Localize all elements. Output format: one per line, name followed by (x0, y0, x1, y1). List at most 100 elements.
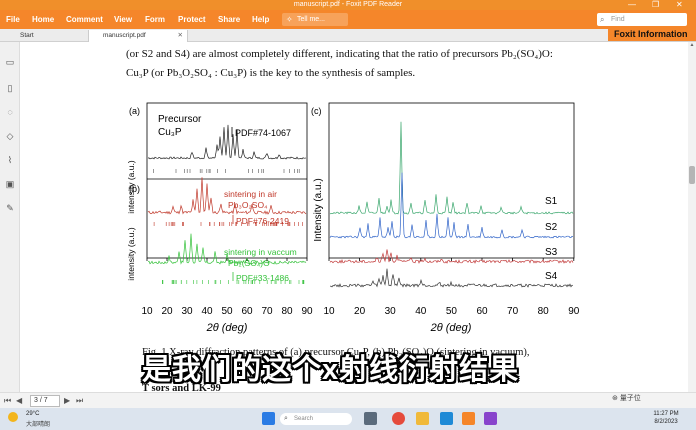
ylabel-panel-b: intensity (a.u.) (126, 227, 136, 281)
panel-c-label: (c) (311, 106, 322, 116)
edge-icon[interactable] (440, 412, 453, 425)
ylabel-panel-a: intensity (a.u.) (126, 160, 136, 214)
menu-home[interactable]: Home (32, 15, 55, 24)
search-icon: ⌕ (600, 15, 605, 24)
windows-taskbar: 29°C 大部晴朗 ⌕ Search 11:27 PM 8/2/2023 (0, 408, 696, 430)
watermark-text: 量子位 (619, 395, 641, 402)
last-page-icon[interactable]: ⏭ (76, 396, 84, 405)
layers-icon[interactable]: ◇ (6, 131, 14, 141)
left-x-tick-label: 30 (181, 306, 193, 317)
left-x-tick-label: 50 (221, 306, 233, 317)
right-x-tick-label: 90 (568, 306, 580, 317)
chrome-icon[interactable] (392, 412, 405, 425)
tab-document[interactable]: manuscript.pdf ✕ (88, 30, 188, 42)
vac-title: sintering in vaccum (224, 247, 297, 257)
scroll-up-icon[interactable]: ▲ (689, 42, 695, 48)
vac-pdf-card: PDF#33-1486 (236, 273, 289, 283)
left-x-tick-label: 10 (141, 306, 153, 317)
minimize-button[interactable]: — (628, 0, 636, 9)
menu-help[interactable]: Help (252, 15, 270, 24)
page-number-input[interactable]: 3 / 7 (30, 395, 60, 407)
series-label-s4: S4 (545, 271, 558, 282)
window-title: manuscript.pdf - Foxit PDF Reader (293, 1, 403, 8)
taskbar-search-placeholder: Search (294, 416, 314, 422)
right-x-tick-label: 10 (323, 306, 335, 317)
bookmarks-icon[interactable]: ▯ (7, 83, 13, 93)
trace-s3 (329, 249, 574, 264)
left-x-tick-label: 90 (301, 306, 313, 317)
attachments-icon[interactable]: ⌇ (7, 155, 13, 165)
ylabel-panel-c: Intensity (a.u.) (313, 178, 324, 241)
scrollbar-thumb[interactable] (689, 166, 695, 184)
air-title: sintering in air (224, 189, 277, 199)
left-sidebar: ▭ ▯ ◌ ◇ ⌇ ▣ ✎ (0, 42, 20, 392)
video-subtitle: 是我们的这个x射线衍射结果 (142, 354, 520, 386)
foxit-reader-taskbar-icon[interactable] (462, 412, 475, 425)
clock-time[interactable]: 11:27 PM (653, 411, 679, 417)
series-label-s1: S1 (545, 196, 558, 207)
trace-s1 (329, 121, 574, 215)
right-x-tick-label: 30 (385, 306, 397, 317)
trace-cu3p (147, 124, 307, 160)
sun-icon[interactable] (8, 412, 18, 422)
title-bar: manuscript.pdf - Foxit PDF Reader — ❐ ✕ (0, 0, 696, 10)
ribbon-menu: File Home Comment View Form Protect Shar… (0, 10, 696, 29)
trace-s2 (329, 172, 574, 239)
left-x-tick-label: 40 (201, 306, 213, 317)
comments-icon[interactable]: ◌ (7, 107, 13, 117)
xlabel-right: 2θ (deg) (430, 322, 472, 334)
close-button[interactable]: ✕ (676, 0, 683, 9)
file-explorer-icon[interactable] (416, 412, 429, 425)
first-page-icon[interactable]: ⏮ (4, 396, 12, 405)
close-tab-icon[interactable]: ✕ (177, 32, 183, 39)
restore-button[interactable]: ❐ (652, 0, 660, 9)
find-input[interactable]: ⌕ Find (597, 13, 687, 26)
table-caption-fragment: T sors and LK-99 (142, 383, 221, 394)
figure-caption-line-1: Fig. 1 X-ray diffraction patterns of (a)… (142, 347, 530, 358)
app-icon[interactable] (484, 412, 497, 425)
panel-a-pdf-card: PDF#74-1067 (235, 128, 291, 138)
next-page-icon[interactable]: ▶ (64, 396, 71, 405)
right-x-tick-label: 70 (507, 306, 519, 317)
trace-vac (147, 233, 307, 265)
page-thumbnails-icon[interactable]: ▭ (5, 57, 15, 67)
signature-icon[interactable]: ✎ (6, 203, 14, 213)
pdf-text-line-1: (or S2 and S4) are almost completely dif… (126, 48, 553, 60)
menu-share[interactable]: Share (218, 15, 241, 24)
series-label-s3: S3 (545, 247, 558, 258)
trace-s4 (329, 268, 574, 288)
menu-view[interactable]: View (114, 15, 133, 24)
search-icon: ⌕ (284, 415, 288, 422)
right-x-tick-label: 80 (538, 306, 550, 317)
tab-start[interactable]: Start (20, 32, 34, 39)
taskbar-search[interactable]: ⌕ Search (280, 413, 352, 425)
tell-me-box[interactable]: ✧ Tell me... (282, 13, 348, 26)
menu-form[interactable]: Form (145, 15, 165, 24)
tell-me-placeholder: Tell me... (297, 16, 326, 23)
left-x-tick-label: 70 (261, 306, 273, 317)
vertical-scrollbar[interactable]: ▲ (688, 42, 696, 392)
weather-condition: 大部晴朗 (26, 422, 51, 428)
right-x-tick-label: 20 (354, 306, 366, 317)
right-x-tick-label: 40 (415, 306, 427, 317)
weather-temp: 29°C (26, 411, 40, 417)
qbitai-watermark: ⊛ 量子位 (612, 392, 680, 406)
task-view-icon[interactable] (364, 412, 377, 425)
document-view[interactable]: (or S2 and S4) are almost completely dif… (21, 42, 688, 394)
menu-comment[interactable]: Comment (66, 15, 103, 24)
menu-protect[interactable]: Protect (178, 15, 206, 24)
trace-air (147, 177, 307, 215)
right-x-tick-label: 60 (476, 306, 488, 317)
start-windows-icon[interactable] (262, 412, 275, 425)
security-lock-icon[interactable]: ▣ (5, 179, 15, 189)
left-x-tick-label: 60 (241, 306, 253, 317)
menu-file[interactable]: File (6, 15, 20, 24)
xrd-traces (147, 121, 574, 288)
foxit-information-panel-title: Foxit Information (608, 28, 696, 41)
panel-b-label: (b) (129, 184, 140, 194)
prev-page-icon[interactable]: ◀ (16, 396, 23, 405)
lightbulb-icon: ✧ (286, 15, 293, 24)
clock-date[interactable]: 8/2/2023 (654, 419, 678, 425)
series-label-s2: S2 (545, 222, 558, 233)
